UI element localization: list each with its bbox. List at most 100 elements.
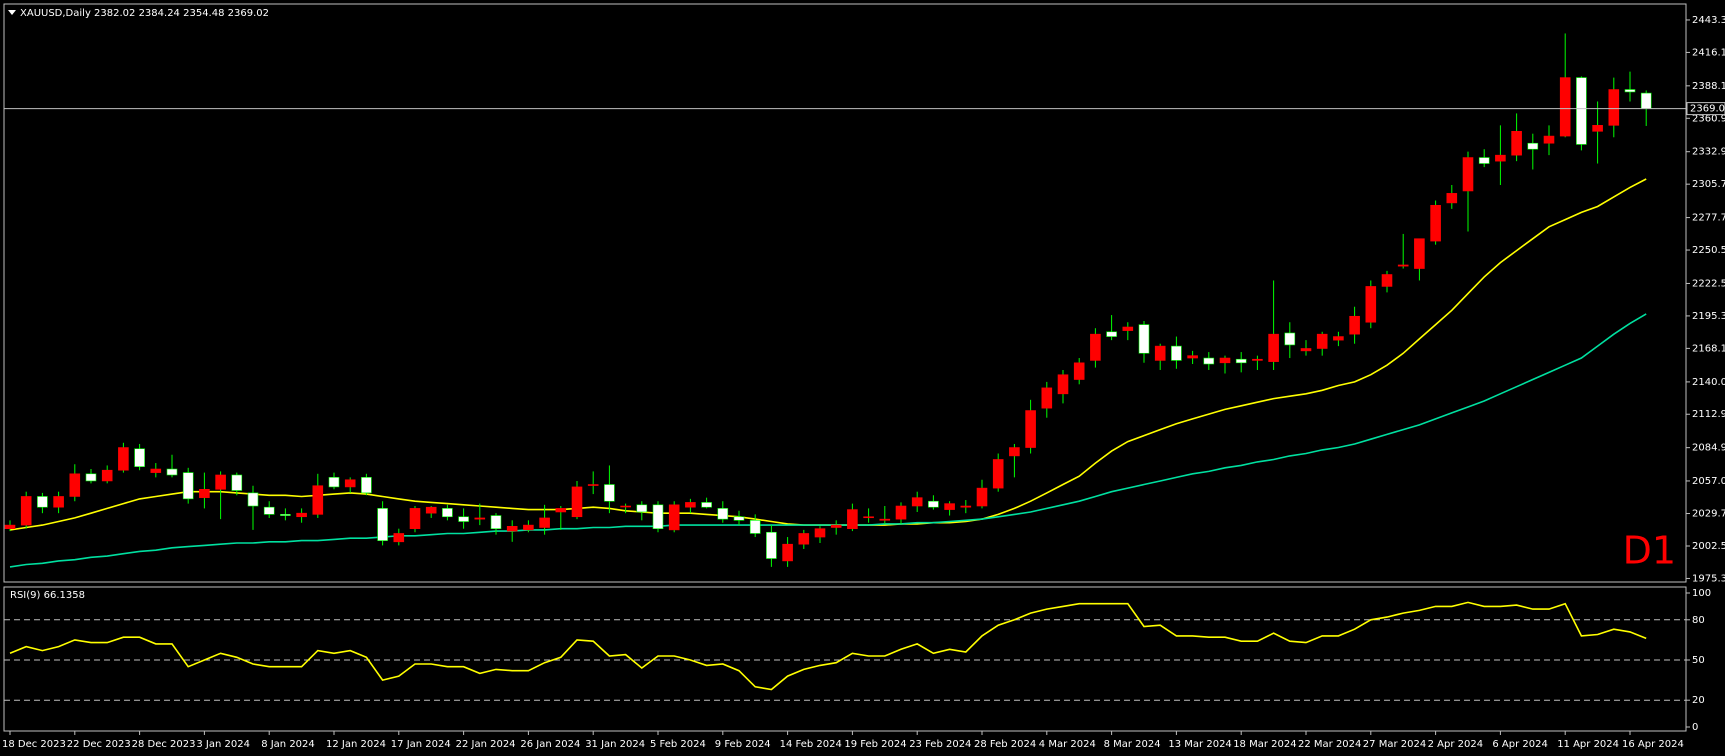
moving-average: [9, 313, 1647, 568]
candle-body: [636, 504, 648, 513]
candle-body: [895, 505, 907, 520]
candle-body: [1171, 345, 1182, 361]
candle-body: [1041, 387, 1053, 409]
candle-body: [1106, 331, 1117, 337]
x-tick-label: 22 Jan 2024: [456, 739, 516, 750]
candle-body: [1090, 333, 1101, 361]
candle-body: [782, 543, 793, 562]
candle-body: [69, 473, 81, 497]
candle-body: [280, 514, 291, 516]
candle-body: [85, 473, 97, 482]
x-tick-label: 26 Jan 2024: [520, 739, 580, 750]
candle-body: [1576, 77, 1587, 145]
candle-body: [296, 512, 307, 518]
candle-body: [490, 515, 502, 529]
candle-body: [830, 524, 842, 528]
candle-body: [312, 485, 324, 515]
x-tick-label: 14 Feb 2024: [780, 739, 842, 750]
candle-body: [4, 524, 16, 529]
x-tick-label: 22 Dec 2023: [67, 739, 131, 750]
y-tick-label: 2140.00: [1692, 377, 1725, 388]
candle-body: [1025, 410, 1036, 448]
candle-body: [328, 477, 340, 488]
candle-body: [1316, 333, 1328, 349]
candle-body: [1640, 92, 1652, 109]
y-tick-label: 2029.70: [1692, 509, 1725, 520]
candle-body: [749, 520, 761, 534]
candle-body: [1446, 193, 1458, 204]
price-panel: [3, 3, 1687, 583]
candle-body: [474, 517, 486, 520]
x-tick-label: 27 Mar 2024: [1363, 739, 1426, 750]
x-tick-label: 6 Apr 2024: [1492, 739, 1547, 750]
x-tick-label: 12 Jan 2024: [326, 739, 386, 750]
last-price-box: [1686, 102, 1725, 116]
y-tick-label: 2195.30: [1692, 311, 1725, 322]
candle-body: [1397, 264, 1409, 267]
candle-body: [733, 516, 745, 521]
candle-body: [798, 533, 810, 545]
x-tick-label: 16 Apr 2024: [1622, 739, 1684, 750]
candle-body: [539, 517, 550, 528]
candle-body: [166, 468, 178, 476]
candle-body: [37, 496, 48, 508]
moving-average: [9, 178, 1647, 531]
x-tick-label: 8 Jan 2024: [261, 739, 315, 750]
x-tick-label: 18 Dec 2023: [2, 739, 66, 750]
candle-body: [150, 468, 162, 473]
candle-body: [1527, 142, 1539, 150]
last-price-label: 2369.02: [1690, 104, 1725, 115]
candle-body: [863, 516, 874, 519]
candle-body: [652, 504, 664, 529]
candle-body: [1187, 355, 1198, 359]
candle-body: [911, 497, 923, 507]
rsi-tick-label: 100: [1692, 588, 1711, 599]
candle-body: [199, 489, 210, 498]
rsi-title: RSI(9) 66.1358: [10, 590, 85, 601]
x-tick-label: 8 Mar 2024: [1104, 739, 1161, 750]
x-tick-label: 11 Apr 2024: [1557, 739, 1619, 750]
candle-body: [1284, 332, 1296, 346]
candle-body: [231, 474, 243, 491]
x-tick-label: 13 Mar 2024: [1168, 739, 1231, 750]
timeframe-label: D1: [1623, 529, 1676, 573]
y-tick-label: 2416.10: [1692, 47, 1725, 58]
y-tick-label: 2388.10: [1692, 81, 1725, 92]
x-tick-label: 22 Mar 2024: [1298, 739, 1361, 750]
candle-body: [425, 506, 437, 514]
candle-body: [814, 528, 826, 538]
candle-body: [1268, 333, 1279, 362]
candle-body: [668, 504, 680, 531]
candle-body: [344, 479, 356, 488]
rsi-tick-label: 50: [1692, 655, 1705, 666]
rsi-line: [9, 601, 1647, 691]
y-tick-label: 2112.90: [1692, 409, 1725, 420]
candle-body: [182, 472, 194, 500]
x-tick-label: 23 Feb 2024: [909, 739, 971, 750]
y-tick-label: 2305.70: [1692, 179, 1725, 190]
y-tick-label: 2168.10: [1692, 343, 1725, 354]
rsi-panel: [3, 586, 1687, 732]
candle-body: [101, 469, 113, 482]
candle-body: [879, 518, 891, 521]
x-tick-label: 19 Feb 2024: [844, 739, 906, 750]
x-tick-label: 28 Feb 2024: [974, 739, 1036, 750]
y-tick-label: 2057.00: [1692, 476, 1725, 487]
y-tick-label: 2443.30: [1692, 15, 1725, 26]
candle-body: [506, 525, 518, 532]
candle-body: [620, 505, 631, 508]
candle-body: [701, 502, 712, 508]
candle-body: [1462, 157, 1474, 192]
y-tick-label: 2002.50: [1692, 541, 1725, 552]
x-tick-label: 4 Mar 2024: [1039, 739, 1096, 750]
candle-body: [118, 447, 129, 471]
candle-body: [134, 448, 145, 467]
x-tick-label: 9 Feb 2024: [715, 739, 771, 750]
candle-body: [1073, 362, 1085, 380]
y-tick-label: 1975.30: [1692, 573, 1725, 584]
candle-body: [1430, 204, 1441, 242]
candle-body: [1219, 357, 1231, 364]
candle-body: [1009, 447, 1020, 457]
candle-body: [1414, 238, 1425, 269]
